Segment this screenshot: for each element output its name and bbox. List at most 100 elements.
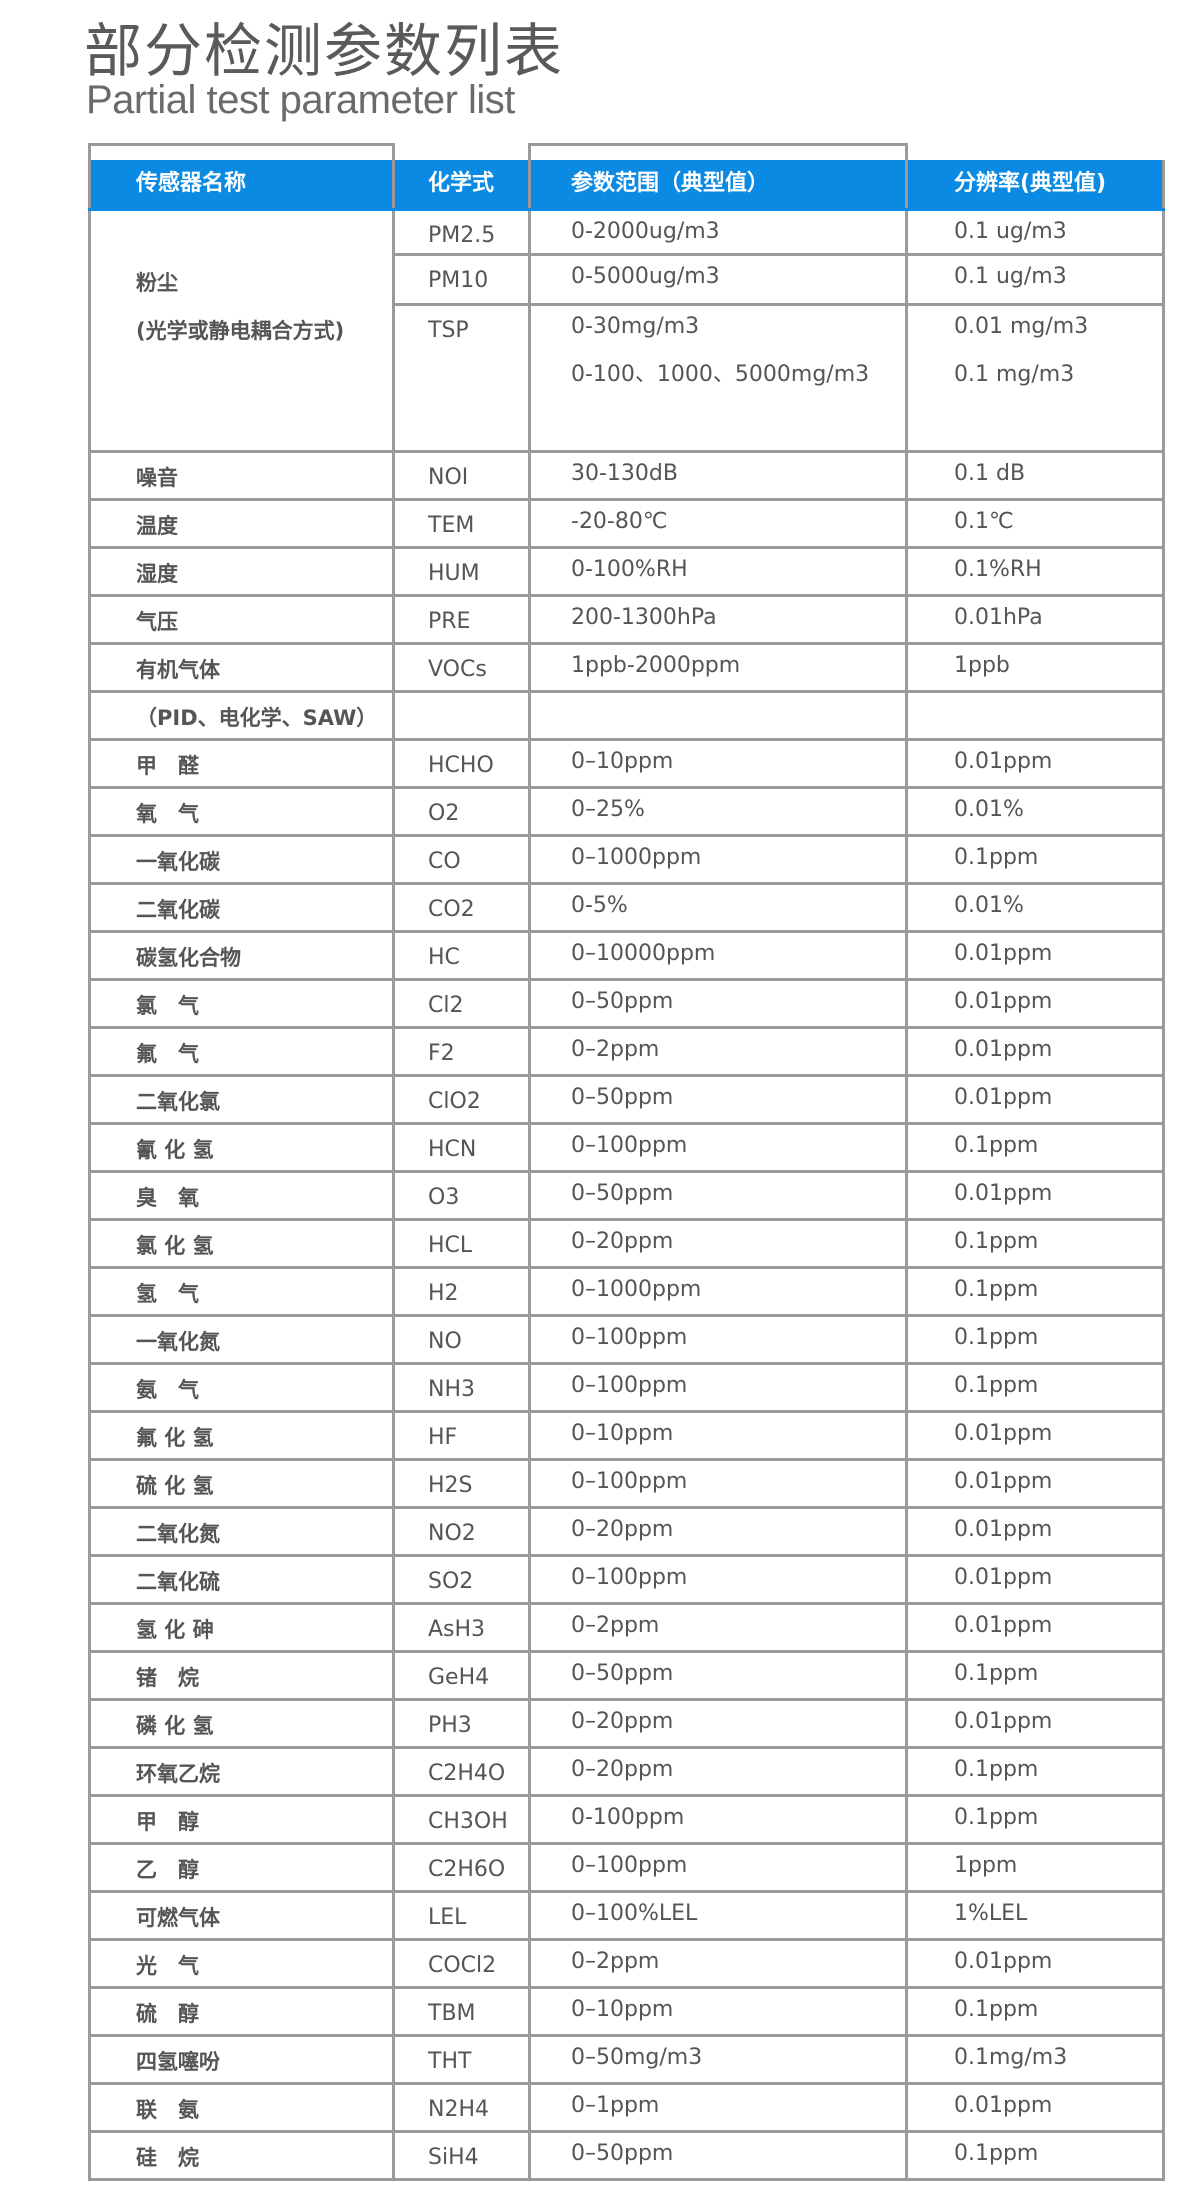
range-cell: 0–50ppm <box>528 977 908 1029</box>
sensor-name-cell: 可燃气体 <box>88 1889 395 1941</box>
table-row: 硫 化 氢 H2S 0–100ppm 0.01ppm <box>88 1457 1165 1509</box>
sensor-name-cell: 联 氨 <box>88 2081 395 2133</box>
range-cell: 0-2000ug/m3 <box>528 207 908 256</box>
resolution-cell: 0.1ppm <box>905 1121 1165 1173</box>
formula-cell: HUM <box>392 545 531 597</box>
formula-cell: HC <box>392 929 531 981</box>
range-cell: 0-5% <box>528 881 908 933</box>
range-value: 0-30mg/m3 <box>571 313 700 339</box>
column-header-range: 参数范围（典型值） <box>528 160 908 211</box>
range-cell: -20-80℃ <box>528 497 908 549</box>
resolution-cell: 0.1ppm <box>905 1793 1165 1845</box>
formula-cell: CO <box>392 833 531 885</box>
range-cell: 0–20ppm <box>528 1697 908 1749</box>
table-header-row: 传感器名称 化学式 参数范围（典型值） 分辨率(典型值) <box>88 160 1165 211</box>
range-cell: 0–2ppm <box>528 1601 908 1653</box>
resolution-cell: 0.01 mg/m3 0.1 mg/m3 <box>905 302 1165 453</box>
sensor-name-cell: 氯 气 <box>88 977 395 1029</box>
range-cell: 0–100%LEL <box>528 1889 908 1941</box>
sensor-name-cell: （PID、电化学、SAW） <box>88 689 395 741</box>
column-header-resolution: 分辨率(典型值) <box>905 160 1165 211</box>
formula-cell: NOI <box>392 449 531 501</box>
table-row: 甲 醇 CH3OH 0-100ppm 0.1ppm <box>88 1793 1165 1845</box>
resolution-cell: 0.01ppm <box>905 1457 1165 1509</box>
resolution-cell: 0.01ppm <box>905 1505 1165 1557</box>
table-row: 粉尘 (光学或静电耦合方式) PM2.5 0-2000ug/m3 0.1 ug/m3 <box>88 207 1165 453</box>
formula-cell: HCN <box>392 1121 531 1173</box>
resolution-cell: 0.1ppm <box>905 1745 1165 1797</box>
resolution-cell: 0.1 ug/m3 <box>905 252 1165 306</box>
formula-cell: LEL <box>392 1889 531 1941</box>
sensor-method: (光学或静电耦合方式) <box>136 318 345 343</box>
formula-cell: PM10 <box>392 252 531 306</box>
resolution-cell: 0.01ppm <box>905 1601 1165 1653</box>
range-cell: 200-1300hPa <box>528 593 908 645</box>
table-row: 气压 PRE 200-1300hPa 0.01hPa <box>88 593 1165 645</box>
resolution-cell: 0.1ppm <box>905 1217 1165 1269</box>
table-row: 二氧化碳 CO2 0-5% 0.01% <box>88 881 1165 933</box>
formula-cell: GeH4 <box>392 1649 531 1701</box>
formula-cell: CO2 <box>392 881 531 933</box>
range-cell: 0-30mg/m3 0-100、1000、5000mg/m3 <box>528 302 908 453</box>
range-cell: 0–100ppm <box>528 1841 908 1893</box>
sensor-name-cell: 一氧化氮 <box>88 1313 395 1365</box>
table-row: TSP 0-30mg/m3 0-100、1000、5000mg/m3 0.01 mg/… <box>90 302 1165 453</box>
sensor-name-cell: 锗 烷 <box>88 1649 395 1701</box>
sensor-name-cell: 光 气 <box>88 1937 395 1989</box>
range-cell: 0-100ppm <box>528 1793 908 1845</box>
resolution-cell <box>905 689 1165 741</box>
range-cell: 0-100%RH <box>528 545 908 597</box>
range-cell: 0–100ppm <box>528 1457 908 1509</box>
formula-cell: SiH4 <box>392 2129 531 2181</box>
table-row: 磷 化 氢 PH3 0–20ppm 0.01ppm <box>88 1697 1165 1749</box>
formula-cell: NO2 <box>392 1505 531 1557</box>
sensor-name-cell: 二氧化氯 <box>88 1073 395 1125</box>
sensor-name-cell: 氰 化 氢 <box>88 1121 395 1173</box>
range-cell: 0–20ppm <box>528 1505 908 1557</box>
resolution-cell: 0.1ppm <box>905 1361 1165 1413</box>
table-row: 硫 醇 TBM 0–10ppm 0.1ppm <box>88 1985 1165 2037</box>
range-cell: 0–10ppm <box>528 1409 908 1461</box>
sensor-name-cell: 二氧化硫 <box>88 1553 395 1605</box>
resolution-cell: 0.1ppm <box>905 1985 1165 2037</box>
resolution-cell: 0.1ppm <box>905 1313 1165 1365</box>
table-row: 锗 烷 GeH4 0–50ppm 0.1ppm <box>88 1649 1165 1701</box>
formula-cell: TSP <box>392 302 531 453</box>
resolution-cell: 0.01ppm <box>905 1073 1165 1125</box>
sensor-name-cell: 氧 气 <box>88 785 395 837</box>
sensor-name-cell: 硫 化 氢 <box>88 1457 395 1509</box>
resolution-cell: 1ppb <box>905 641 1165 693</box>
table-row: （PID、电化学、SAW） <box>88 689 1165 741</box>
resolution-cell: 0.1ppm <box>905 833 1165 885</box>
formula-cell: H2S <box>392 1457 531 1509</box>
formula-cell <box>392 689 531 741</box>
formula-cell: N2H4 <box>392 2081 531 2133</box>
range-cell: 0–1000ppm <box>528 1265 908 1317</box>
table-row: 四氢噻吩 THT 0–50mg/m3 0.1mg/m3 <box>88 2033 1165 2085</box>
range-cell: 0–25% <box>528 785 908 837</box>
range-cell: 0-5000ug/m3 <box>528 252 908 306</box>
table-row: 二氧化氯 ClO2 0–50ppm 0.01ppm <box>88 1073 1165 1125</box>
resolution-cell: 0.01ppm <box>905 1553 1165 1605</box>
table-row: 环氧乙烷 C2H4O 0–20ppm 0.1ppm <box>88 1745 1165 1797</box>
table-row: 湿度 HUM 0-100%RH 0.1%RH <box>88 545 1165 597</box>
table-row: 乙 醇 C2H6O 0–100ppm 1ppm <box>88 1841 1165 1893</box>
table-row: 光 气 COCl2 0–2ppm 0.01ppm <box>88 1937 1165 1989</box>
parameter-table: 传感器名称 化学式 参数范围（典型值） 分辨率(典型值) 粉尘 (光学或静电耦合方… <box>88 160 1165 2181</box>
table-row: 有机气体 VOCs 1ppb-2000ppm 1ppb <box>88 641 1165 693</box>
range-cell: 0–100ppm <box>528 1361 908 1413</box>
sensor-name-cell: 氨 气 <box>88 1361 395 1413</box>
range-cell: 0–1000ppm <box>528 833 908 885</box>
sensor-name-cell: 臭 氧 <box>88 1169 395 1221</box>
formula-cell: COCl2 <box>392 1937 531 1989</box>
sensor-name-cell: 氟 气 <box>88 1025 395 1077</box>
formula-cell: PM2.5 <box>392 207 531 256</box>
resolution-cell: 0.01ppm <box>905 1169 1165 1221</box>
formula-cell: TEM <box>392 497 531 549</box>
range-cell: 0–50ppm <box>528 2129 908 2181</box>
sensor-name-cell: 环氧乙烷 <box>88 1745 395 1797</box>
table-frame-decoration <box>88 143 395 161</box>
sensor-name-cell: 氢 化 砷 <box>88 1601 395 1653</box>
table-row: 甲 醛 HCHO 0–10ppm 0.01ppm <box>88 737 1165 789</box>
sensor-name-cell: 碳氢化合物 <box>88 929 395 981</box>
